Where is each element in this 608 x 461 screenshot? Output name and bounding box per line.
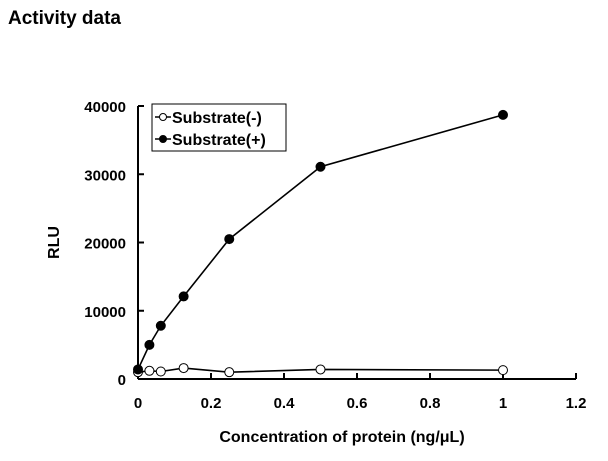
- legend: Substrate(-) Substrate(+): [151, 103, 287, 152]
- x-tick-label: 0.6: [347, 395, 368, 412]
- y-tick-label: 20000: [84, 236, 126, 253]
- data-point: [133, 364, 143, 375]
- y-tick-label: 30000: [84, 167, 126, 184]
- legend-box: [151, 103, 287, 152]
- data-point: [315, 364, 326, 375]
- y-tick-label: 10000: [84, 304, 126, 321]
- data-point: [224, 367, 235, 378]
- series-line: [137, 114, 504, 370]
- legend-label: Substrate(-): [172, 110, 262, 127]
- data-point: [144, 365, 155, 376]
- data-point: [498, 109, 508, 120]
- y-axis-label: RLU: [46, 226, 63, 259]
- data-point: [224, 234, 235, 245]
- x-tick-label: 1.2: [566, 395, 587, 412]
- x-axis-label: Concentration of protein (ng/μL): [219, 429, 464, 446]
- data-point: [155, 366, 166, 377]
- data-point: [498, 365, 508, 376]
- x-tick-label: 0: [134, 395, 142, 412]
- data-point: [144, 339, 155, 350]
- legend-marker: [159, 113, 167, 121]
- data-point: [178, 291, 189, 302]
- legend-label: Substrate(+): [172, 132, 266, 149]
- chart-title: Activity data: [8, 8, 121, 29]
- legend-marker: [159, 135, 167, 143]
- y-tick-label: 40000: [84, 99, 126, 116]
- y-tick-label: 0: [118, 372, 126, 389]
- x-tick-label: 0.2: [201, 395, 222, 412]
- data-point: [315, 161, 326, 172]
- x-tick-label: 0.8: [420, 395, 441, 412]
- data-point: [155, 320, 166, 331]
- data-point: [178, 363, 189, 374]
- x-tick-label: 0.4: [274, 395, 296, 412]
- x-tick-label: 1: [499, 395, 507, 412]
